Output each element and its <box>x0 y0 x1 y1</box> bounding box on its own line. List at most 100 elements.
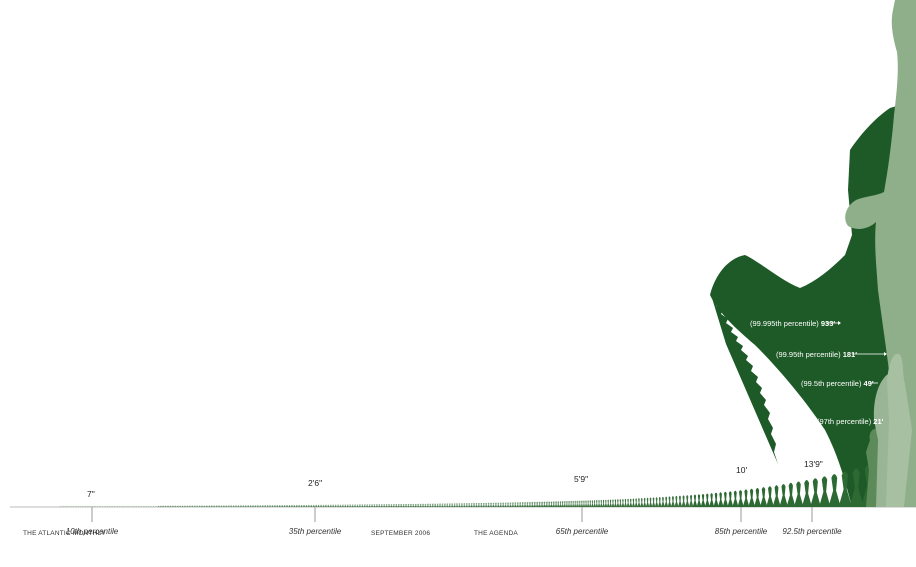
walking-figure <box>438 503 440 507</box>
walking-figure <box>154 505 157 507</box>
walking-figure <box>132 505 134 507</box>
walking-figure <box>117 505 119 507</box>
walking-figure <box>212 505 214 507</box>
walking-figure <box>353 504 355 507</box>
footer-date: SEPTEMBER 2006 <box>371 530 431 537</box>
walking-figure <box>521 502 524 507</box>
walking-figure <box>399 504 401 507</box>
walking-figure <box>704 493 710 507</box>
walking-figure <box>361 504 364 507</box>
walking-figure <box>377 504 379 507</box>
walking-figure <box>298 504 301 507</box>
walking-figure <box>140 505 143 507</box>
walking-figure <box>443 503 446 507</box>
walking-figure <box>414 503 417 507</box>
walking-figure <box>417 503 420 507</box>
walking-figure <box>64 505 66 507</box>
walking-figure <box>332 504 335 507</box>
walking-figure <box>429 503 432 507</box>
walking-figure <box>565 501 568 507</box>
walking-figure <box>451 503 454 507</box>
walking-figure <box>568 500 572 507</box>
walking-figure <box>468 503 471 507</box>
walking-figure <box>445 503 447 507</box>
walking-figure <box>93 505 95 507</box>
walking-figure <box>511 502 514 507</box>
walking-figure <box>572 500 576 507</box>
walking-figure <box>321 504 323 507</box>
walking-figure <box>147 505 150 507</box>
walking-figure <box>713 492 719 507</box>
walking-figure <box>128 505 131 507</box>
walking-figure <box>162 505 165 507</box>
walking-figure <box>222 505 225 507</box>
walking-figure <box>667 496 672 507</box>
walking-figure <box>727 491 734 507</box>
walking-figure <box>315 504 318 507</box>
walking-figure <box>314 504 316 507</box>
walking-figure <box>130 505 133 507</box>
walking-figure <box>480 502 483 507</box>
height-label-92-5th: 13'9" <box>804 459 823 469</box>
walking-figure <box>208 505 211 507</box>
walking-figure <box>191 505 194 507</box>
walking-figure <box>174 505 177 507</box>
walking-figure <box>293 504 296 507</box>
walking-figure <box>89 505 92 507</box>
walking-figure <box>467 503 469 507</box>
walking-figure <box>149 505 151 507</box>
walking-figure <box>392 504 395 507</box>
walking-figure <box>434 503 437 507</box>
walking-figure <box>81 505 83 507</box>
walking-figure <box>570 500 574 507</box>
walking-figure <box>654 497 659 507</box>
walking-figure <box>477 502 480 507</box>
walking-figure <box>485 502 488 507</box>
walking-figure <box>105 505 107 507</box>
height-labels: 7" 2'6" 5'9" 10' 13'9" <box>87 459 823 499</box>
walking-figure <box>173 505 175 507</box>
walking-figure <box>395 504 398 507</box>
percentile-label-85th: 85th percentile <box>715 527 768 536</box>
walking-figure <box>193 505 196 507</box>
walking-figure <box>385 504 388 507</box>
callout-99-95th: (99.95th percentile) 181' <box>776 350 857 359</box>
walking-figure <box>550 501 553 507</box>
walking-figure <box>71 505 73 507</box>
walking-figure <box>536 501 539 507</box>
walking-figure <box>462 503 464 507</box>
walking-figure <box>446 503 449 507</box>
walking-figure <box>83 505 85 507</box>
walking-figure <box>96 505 99 507</box>
walking-figure <box>360 504 362 507</box>
walking-figure <box>343 504 345 507</box>
walking-figure <box>717 492 724 507</box>
walking-figure <box>156 505 158 507</box>
walking-figure <box>152 505 155 507</box>
walking-figure <box>263 505 265 507</box>
walking-figure <box>540 501 543 507</box>
walking-figure <box>470 503 473 507</box>
walking-figure <box>297 504 299 507</box>
walking-figure <box>595 500 599 507</box>
walking-figure <box>365 504 367 507</box>
walking-figure <box>475 502 478 507</box>
walking-figure <box>548 501 551 507</box>
walking-figure <box>754 487 762 507</box>
walking-figure <box>535 501 538 507</box>
walking-figure <box>554 501 557 507</box>
walking-figure <box>198 505 201 507</box>
walking-figure <box>219 505 221 507</box>
callout-97th: (97th percentile) 21' <box>817 417 884 426</box>
callouts: (99.995th percentile) 933' (99.95th perc… <box>750 319 887 426</box>
walking-figure <box>514 502 517 507</box>
walking-figure <box>528 501 531 507</box>
figure-99-95th-silhouette <box>886 353 912 507</box>
walking-figure <box>125 505 128 507</box>
walking-figure <box>98 505 100 507</box>
percentile-label-92-5th: 92.5th percentile <box>782 527 842 536</box>
callout-99-995th-height: 933' <box>821 319 836 328</box>
walking-figure <box>317 504 320 507</box>
walking-figure <box>312 504 315 507</box>
walking-figure <box>409 503 412 507</box>
